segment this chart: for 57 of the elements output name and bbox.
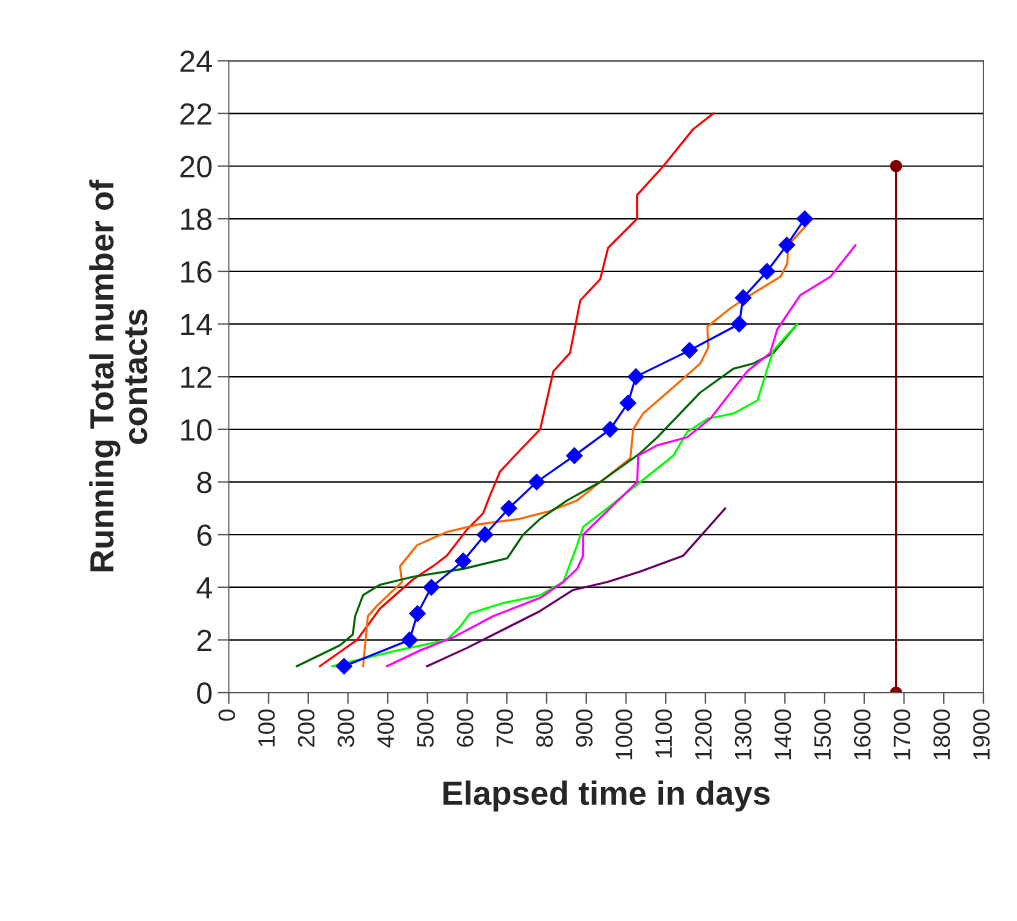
y-tick-label: 10 bbox=[181, 419, 212, 441]
x-tick-label: 300 bbox=[337, 709, 355, 748]
x-tick-label: 600 bbox=[456, 709, 474, 747]
y-tick-label: 12 bbox=[181, 366, 212, 388]
point bbox=[730, 315, 748, 333]
line-series bbox=[385, 244, 857, 668]
point bbox=[423, 578, 440, 596]
point bbox=[565, 447, 583, 465]
x-tick-label: 1500 bbox=[814, 709, 831, 760]
point bbox=[476, 526, 494, 544]
point bbox=[601, 420, 619, 438]
y-tick-label: 0 bbox=[197, 682, 212, 704]
x-tick-label: 0 bbox=[218, 709, 236, 721]
x-tick-label: 1900 bbox=[973, 709, 990, 760]
point bbox=[758, 263, 776, 280]
line-series bbox=[318, 112, 715, 668]
x-tick-label: 1600 bbox=[853, 709, 871, 760]
y-tick-label: 18 bbox=[181, 208, 212, 231]
y-tick-label: 8 bbox=[197, 471, 212, 494]
x-tick-label: 400 bbox=[377, 709, 395, 748]
y-axis-title: Running Total number of contacts bbox=[89, 179, 148, 572]
x-tick-label: 1700 bbox=[893, 709, 911, 760]
x-tick-label: 1800 bbox=[933, 709, 951, 760]
x-tick-label: 1200 bbox=[695, 709, 712, 760]
point bbox=[889, 160, 903, 173]
x-tick-label: 100 bbox=[258, 709, 275, 747]
point bbox=[778, 236, 796, 254]
point bbox=[409, 605, 426, 622]
point bbox=[619, 394, 637, 412]
y-tick-label: 16 bbox=[181, 261, 212, 283]
x-tick-label: 1400 bbox=[774, 709, 792, 760]
y-tick-label: 20 bbox=[180, 155, 212, 178]
y-tick-label: 2 bbox=[197, 629, 212, 652]
x-tick-label: 1300 bbox=[734, 709, 752, 760]
x-tick-label: 1000 bbox=[615, 709, 633, 760]
point bbox=[796, 210, 814, 228]
point bbox=[734, 289, 752, 307]
y-tick-label: 14 bbox=[181, 314, 212, 336]
x-tick-label: 500 bbox=[417, 709, 434, 748]
x-tick-label: 900 bbox=[575, 709, 593, 747]
point bbox=[454, 552, 472, 570]
x-axis-title: Elapsed time in days bbox=[443, 780, 770, 812]
line-series bbox=[425, 507, 727, 668]
y-tick-label: 22 bbox=[180, 103, 212, 125]
x-tick-label: 200 bbox=[297, 709, 315, 747]
point bbox=[335, 657, 353, 675]
x-tick-label: 700 bbox=[496, 709, 514, 747]
x-tick-label: 1100 bbox=[655, 709, 673, 758]
y-tick-label: 24 bbox=[180, 50, 212, 72]
point bbox=[627, 368, 645, 386]
x-tick-label: 800 bbox=[536, 709, 553, 747]
y-tick-label: 4 bbox=[196, 577, 212, 599]
point bbox=[401, 631, 418, 649]
y-tick-label: 6 bbox=[197, 524, 212, 547]
point bbox=[500, 499, 518, 517]
point bbox=[528, 473, 545, 491]
point bbox=[681, 341, 698, 359]
